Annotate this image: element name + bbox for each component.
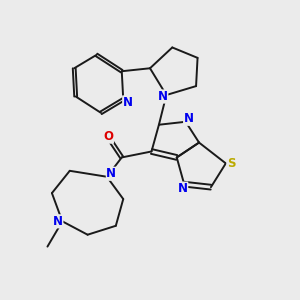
Text: N: N [178, 182, 188, 195]
Text: N: N [184, 112, 194, 125]
Text: N: N [123, 96, 133, 109]
Text: N: N [106, 167, 116, 180]
Text: O: O [103, 130, 113, 143]
Text: S: S [227, 157, 236, 170]
Text: N: N [158, 90, 168, 103]
Text: N: N [53, 215, 63, 228]
